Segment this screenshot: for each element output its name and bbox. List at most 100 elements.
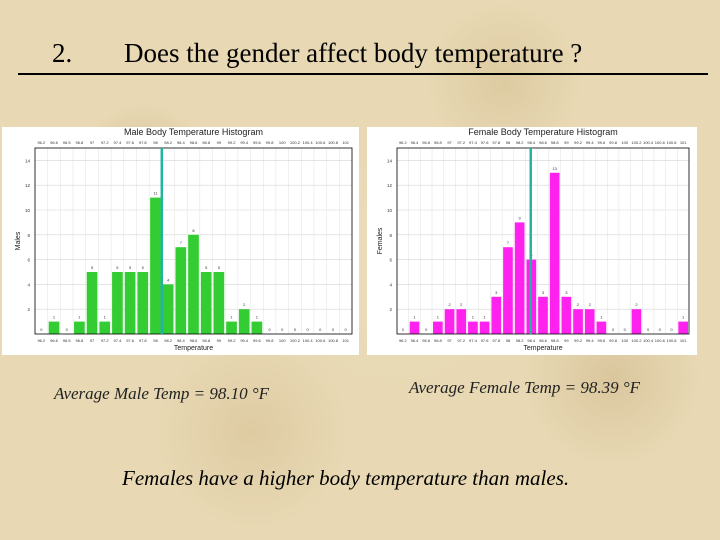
female-x-tick-label-bottom: 98.6 (539, 338, 548, 343)
male-x-tick-label-top: 98.8 (202, 140, 211, 145)
male-bar-value-label: 2 (243, 302, 246, 307)
female-bar (573, 309, 583, 334)
female-x-axis-label: Temperature (523, 345, 562, 352)
male-y-tick-label: 12 (25, 183, 31, 188)
male-plot-frame (34, 147, 353, 335)
male-x-tick-label-bottom: 97.8 (139, 338, 148, 343)
female-x-tick-label-bottom: 97.4 (469, 338, 478, 343)
male-y-tick-label: 4 (27, 282, 30, 287)
female-bar (549, 172, 560, 334)
female-x-tick-label-bottom: 97 (447, 338, 452, 343)
male-x-tick-label-top: 98.2 (164, 140, 173, 145)
male-bar-value-label: 7 (180, 240, 183, 245)
female-x-tick-label-top: 99 (564, 140, 569, 145)
female-bar (538, 296, 548, 334)
male-bar (99, 321, 111, 334)
female-x-tick-label-top: 98.8 (551, 140, 560, 145)
female-x-tick-label-top: 99.2 (574, 140, 583, 145)
male-x-tick-label-top: 97.4 (114, 140, 123, 145)
male-x-tick-label-bottom: 97.2 (101, 338, 110, 343)
female-bar-value-label: 0 (659, 327, 662, 332)
female-y-tick-label: 8 (389, 233, 392, 238)
female-plot-frame (396, 147, 690, 335)
slide-number: 2. (52, 38, 73, 68)
female-bar (584, 309, 595, 334)
female-bar-value-label: 2 (448, 302, 451, 307)
male-bar (112, 272, 123, 334)
female-x-tick-label-top: 98.6 (539, 140, 548, 145)
male-x-tick-label-top: 100.4 (303, 140, 314, 145)
female-bar-value-label: 2 (635, 302, 638, 307)
female-x-tick-label-bottom: 100.2 (631, 338, 642, 343)
female-y-tick-label: 4 (389, 282, 392, 287)
male-x-tick-label-bottom: 99.8 (266, 338, 275, 343)
male-bar (226, 321, 237, 334)
male-bar-value-label: 5 (116, 265, 119, 270)
female-x-tick-label-bottom: 99 (564, 338, 569, 343)
male-bar-value-label: 0 (40, 327, 43, 332)
male-histogram-chart: Male Body Temperature Histogram246810121… (15, 127, 353, 352)
female-bar-value-label: 3 (542, 290, 545, 295)
female-y-tick-label: 6 (389, 258, 392, 263)
female-x-tick-label-bottom: 101 (680, 338, 687, 343)
male-bar (124, 272, 136, 334)
male-bar-value-label: 0 (281, 327, 284, 332)
male-x-tick-label-bottom: 100 (279, 338, 286, 343)
male-bar-value-label: 0 (66, 327, 69, 332)
female-bar-value-label: 0 (612, 327, 615, 332)
female-bar-value-label: 13 (552, 166, 557, 171)
male-bar-value-label: 0 (307, 327, 310, 332)
male-x-tick-label-bottom: 96.6 (50, 338, 59, 343)
male-x-tick-label-bottom: 101 (342, 338, 349, 343)
male-bar-value-label: 0 (268, 327, 271, 332)
male-y-tick-label: 6 (27, 258, 30, 263)
conclusion-text: Females have a higher body temperature t… (122, 466, 570, 490)
male-x-tick-label-top: 98.6 (190, 140, 199, 145)
male-x-tick-label-top: 100.8 (328, 140, 339, 145)
female-x-tick-label-bottom: 96.8 (434, 338, 443, 343)
male-y-tick-label: 14 (25, 158, 31, 163)
female-bar-value-label: 7 (507, 240, 510, 245)
male-x-tick-label-top: 99 (217, 140, 222, 145)
female-bar-value-label: 1 (483, 315, 486, 320)
male-x-tick-label-bottom: 100.4 (303, 338, 314, 343)
male-bar (86, 272, 98, 334)
male-x-tick-label-top: 99.8 (266, 140, 275, 145)
female-x-tick-label-bottom: 100.8 (666, 338, 677, 343)
female-x-tick-label-top: 99.8 (609, 140, 618, 145)
female-bar-value-label: 1 (600, 315, 603, 320)
male-x-tick-label-bottom: 97.4 (114, 338, 123, 343)
male-x-tick-label-top: 100 (279, 140, 286, 145)
male-x-axis-label: Temperature (174, 345, 213, 352)
female-x-tick-label-top: 100.4 (643, 140, 654, 145)
female-x-tick-label-top: 100 (621, 140, 628, 145)
female-bar (561, 296, 572, 334)
female-x-tick-label-bottom: 99.6 (598, 338, 607, 343)
male-x-tick-label-bottom: 96.2 (37, 338, 46, 343)
female-x-tick-label-top: 99.4 (586, 140, 595, 145)
female-x-tick-label-bottom: 100 (621, 338, 628, 343)
male-x-tick-label-bottom: 98.8 (202, 338, 211, 343)
male-x-tick-label-top: 100.2 (290, 140, 301, 145)
female-bar-value-label: 1 (413, 315, 416, 320)
female-x-tick-label-bottom: 100.4 (643, 338, 654, 343)
female-bar (468, 321, 478, 334)
female-x-tick-label-bottom: 97.2 (457, 338, 466, 343)
male-x-tick-label-bottom: 100.2 (290, 338, 301, 343)
male-x-tick-label-top: 96.6 (50, 140, 59, 145)
female-bar (514, 222, 525, 334)
female-x-tick-label-bottom: 99.2 (574, 338, 583, 343)
male-bar-value-label: 1 (53, 315, 56, 320)
female-x-tick-label-top: 97.4 (469, 140, 478, 145)
male-bar (74, 321, 85, 334)
male-x-tick-label-bottom: 99.4 (240, 338, 249, 343)
male-y-tick-label: 8 (27, 233, 30, 238)
female-x-tick-label-bottom: 97.8 (492, 338, 501, 343)
male-bar-value-label: 0 (319, 327, 322, 332)
male-bar (137, 272, 149, 334)
female-bar-value-label: 0 (647, 327, 650, 332)
male-bar-value-label: 8 (192, 228, 195, 233)
female-bar (433, 321, 443, 334)
female-y-tick-label: 10 (387, 208, 393, 213)
male-bar-value-label: 0 (332, 327, 335, 332)
